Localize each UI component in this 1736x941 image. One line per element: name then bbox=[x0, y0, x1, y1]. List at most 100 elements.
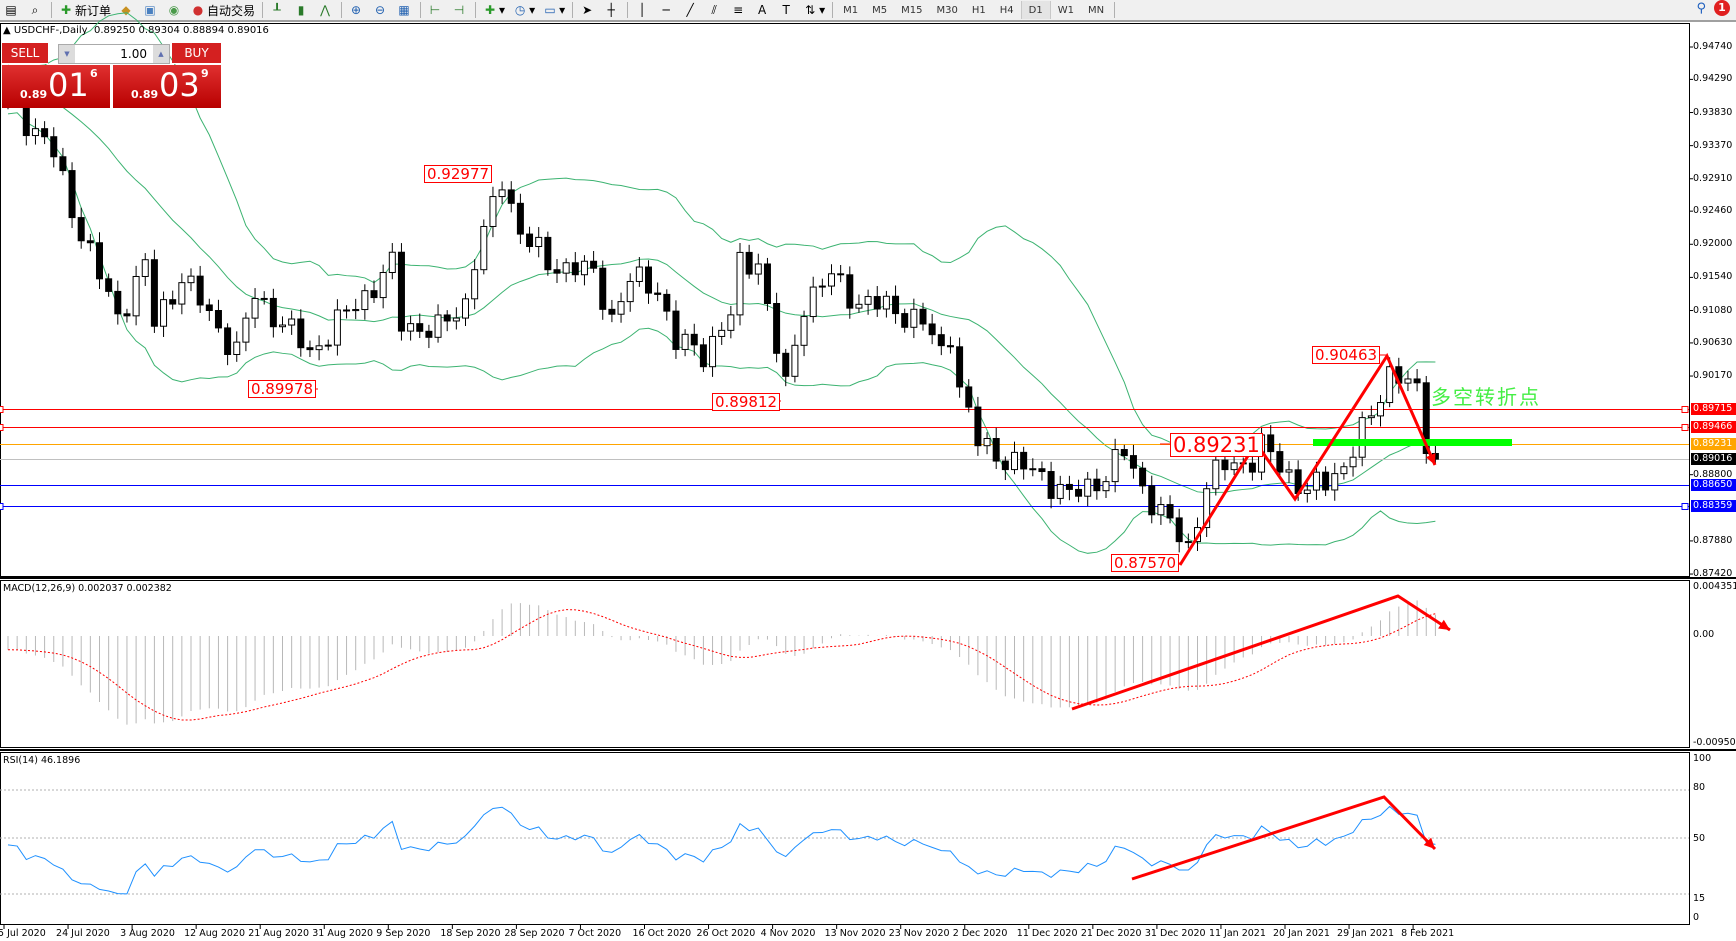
indicators-button[interactable]: ✚ ▾ bbox=[485, 3, 506, 17]
cursor-button[interactable]: ➤ bbox=[576, 1, 600, 19]
search-icon[interactable]: ⚲ bbox=[1696, 1, 1706, 16]
candle-body bbox=[41, 128, 49, 138]
rsi-axis-80: 80 bbox=[1693, 782, 1706, 793]
bar-chart-button[interactable]: ┸ bbox=[266, 1, 290, 19]
price-axis-label: 0.91080 bbox=[1693, 304, 1733, 316]
new-chart-button[interactable]: ▤ bbox=[0, 1, 24, 19]
navigator-button[interactable]: ▣ bbox=[139, 1, 163, 19]
horizontal-line-button[interactable]: ─ bbox=[655, 1, 679, 19]
buy-button[interactable]: BUY bbox=[172, 43, 221, 64]
candle-body bbox=[1358, 417, 1366, 458]
sell-price-button[interactable]: 0.89 01 6 bbox=[2, 65, 110, 108]
fibonacci-button[interactable]: ≡ bbox=[727, 1, 751, 19]
buy-price-button[interactable]: 0.89 03 9 bbox=[113, 65, 221, 108]
text-button[interactable]: A bbox=[751, 1, 775, 19]
candle-body bbox=[663, 293, 671, 312]
candle-body bbox=[1001, 460, 1009, 471]
price-label-0.89812[interactable]: 0.89812 bbox=[712, 393, 781, 411]
macd-trend-arrow bbox=[1071, 594, 1451, 711]
signals-button[interactable]: ◉ bbox=[163, 1, 187, 19]
date-axis-label: 18 Sep 2020 bbox=[440, 928, 501, 939]
new-order-button[interactable]: ✚ 新订单 bbox=[55, 1, 115, 19]
candle-body bbox=[818, 285, 826, 288]
lot-increase-button[interactable]: ▲ bbox=[153, 45, 169, 63]
tile-windows-button[interactable]: ▦ bbox=[393, 1, 417, 19]
lot-size-input[interactable]: ▼ 1.00 ▲ bbox=[58, 44, 170, 64]
auto-trading-button[interactable]: ● 自动交易 bbox=[187, 1, 259, 19]
candlestick-button[interactable]: ▮ bbox=[290, 1, 314, 19]
turning-point-label[interactable]: 多空转折点 bbox=[1431, 385, 1541, 409]
lot-decrease-button[interactable]: ▼ bbox=[59, 45, 75, 63]
date-axis-label: 31 Dec 2020 bbox=[1144, 928, 1206, 939]
timeframe-h1[interactable]: H1 bbox=[971, 4, 986, 16]
price-axis-label: 0.92000 bbox=[1693, 238, 1733, 250]
candle-body bbox=[1303, 489, 1311, 495]
date-axis-label: 8 Feb 2021 bbox=[1401, 928, 1455, 939]
candle-body bbox=[1120, 449, 1128, 457]
sell-price-main: 01 bbox=[48, 66, 89, 104]
candle-body bbox=[352, 309, 360, 312]
timeframe-mn[interactable]: MN bbox=[1087, 4, 1105, 16]
timeframe-d1[interactable]: D1 bbox=[1020, 1, 1051, 19]
candle-body bbox=[397, 251, 405, 332]
price-label-0.90463[interactable]: 0.90463 bbox=[1312, 346, 1381, 364]
price-label-0.89231[interactable]: 0.89231 bbox=[1170, 433, 1263, 457]
timeframe-m5[interactable]: M5 bbox=[872, 4, 888, 16]
timeframe-m15[interactable]: M15 bbox=[901, 4, 923, 16]
bollinger-bands bbox=[7, 12, 1436, 554]
turning-zone-bar bbox=[1313, 439, 1512, 446]
candle-body bbox=[580, 260, 588, 276]
candle-body bbox=[452, 317, 460, 322]
autoscroll-button[interactable]: ⊣ bbox=[448, 1, 472, 19]
candle-body bbox=[992, 438, 1000, 462]
ohlc-readout: 0.89250 0.89304 0.88894 0.89016 bbox=[93, 25, 269, 36]
price-axis-label: 0.94740 bbox=[1693, 41, 1733, 52]
line-chart-button[interactable]: ⋀ bbox=[314, 1, 338, 19]
price-label-0.92977[interactable]: 0.92977 bbox=[424, 165, 493, 183]
candle-body bbox=[333, 309, 341, 346]
crosshair-button[interactable]: ┼ bbox=[600, 1, 624, 19]
candle-body bbox=[608, 308, 616, 315]
candle-body bbox=[1020, 451, 1028, 470]
candle-body bbox=[370, 290, 378, 299]
candle-body bbox=[480, 225, 488, 271]
price-axis-label: 0.91540 bbox=[1693, 271, 1733, 283]
price-label-0.87570[interactable]: 0.87570 bbox=[1111, 554, 1180, 572]
indicators-icon: ✚ bbox=[485, 3, 496, 17]
fibonacci-fan-button[interactable]: ⫽ bbox=[703, 1, 727, 19]
annotation-drawings bbox=[311, 173, 1512, 881]
text-label-button[interactable]: T bbox=[775, 1, 799, 19]
candle-body bbox=[1065, 483, 1073, 490]
timeframe-w1[interactable]: W1 bbox=[1057, 4, 1074, 16]
metaeditor-button[interactable]: ◆ bbox=[115, 1, 139, 19]
sell-price-prefix: 0.89 bbox=[20, 88, 48, 101]
trendline-button[interactable]: ╱ bbox=[679, 1, 703, 19]
lot-value[interactable]: 1.00 bbox=[120, 47, 147, 61]
profiles-button[interactable]: ⌕ bbox=[24, 1, 48, 19]
vertical-line-button[interactable]: │ bbox=[631, 1, 655, 19]
chart-shift-button[interactable]: ⊢ bbox=[424, 1, 448, 19]
arrows-icon: ⇅ bbox=[805, 3, 816, 17]
rsi-line bbox=[7, 805, 1436, 895]
price-axis-label: 0.90170 bbox=[1693, 370, 1733, 382]
timeframe-m1[interactable]: M1 bbox=[843, 4, 859, 16]
candle-body bbox=[1029, 468, 1037, 471]
periods-button[interactable]: ◷ ▾ bbox=[514, 3, 536, 17]
price-label-0.89978[interactable]: 0.89978 bbox=[248, 380, 317, 398]
sell-button[interactable]: SELL bbox=[2, 43, 48, 64]
templates-button[interactable]: ▭ ▾ bbox=[544, 3, 566, 17]
candle-body bbox=[96, 242, 103, 280]
candle-body bbox=[645, 266, 652, 294]
date-axis-label: 11 Jan 2021 bbox=[1208, 928, 1266, 939]
candle-body bbox=[974, 406, 982, 447]
arrows-button[interactable]: ⇅ ▾ bbox=[805, 3, 826, 17]
timeframe-h4[interactable]: H4 bbox=[999, 4, 1014, 16]
candle-body bbox=[388, 251, 396, 274]
timeframe-m30[interactable]: M30 bbox=[936, 4, 958, 16]
candle-body bbox=[443, 314, 451, 322]
zoom-in-button[interactable]: ⊕ bbox=[345, 1, 369, 19]
notification-badge[interactable]: 1 bbox=[1714, 0, 1730, 16]
profiles-icon: ⌕ bbox=[31, 3, 39, 17]
zoom-out-button[interactable]: ⊖ bbox=[369, 1, 393, 19]
